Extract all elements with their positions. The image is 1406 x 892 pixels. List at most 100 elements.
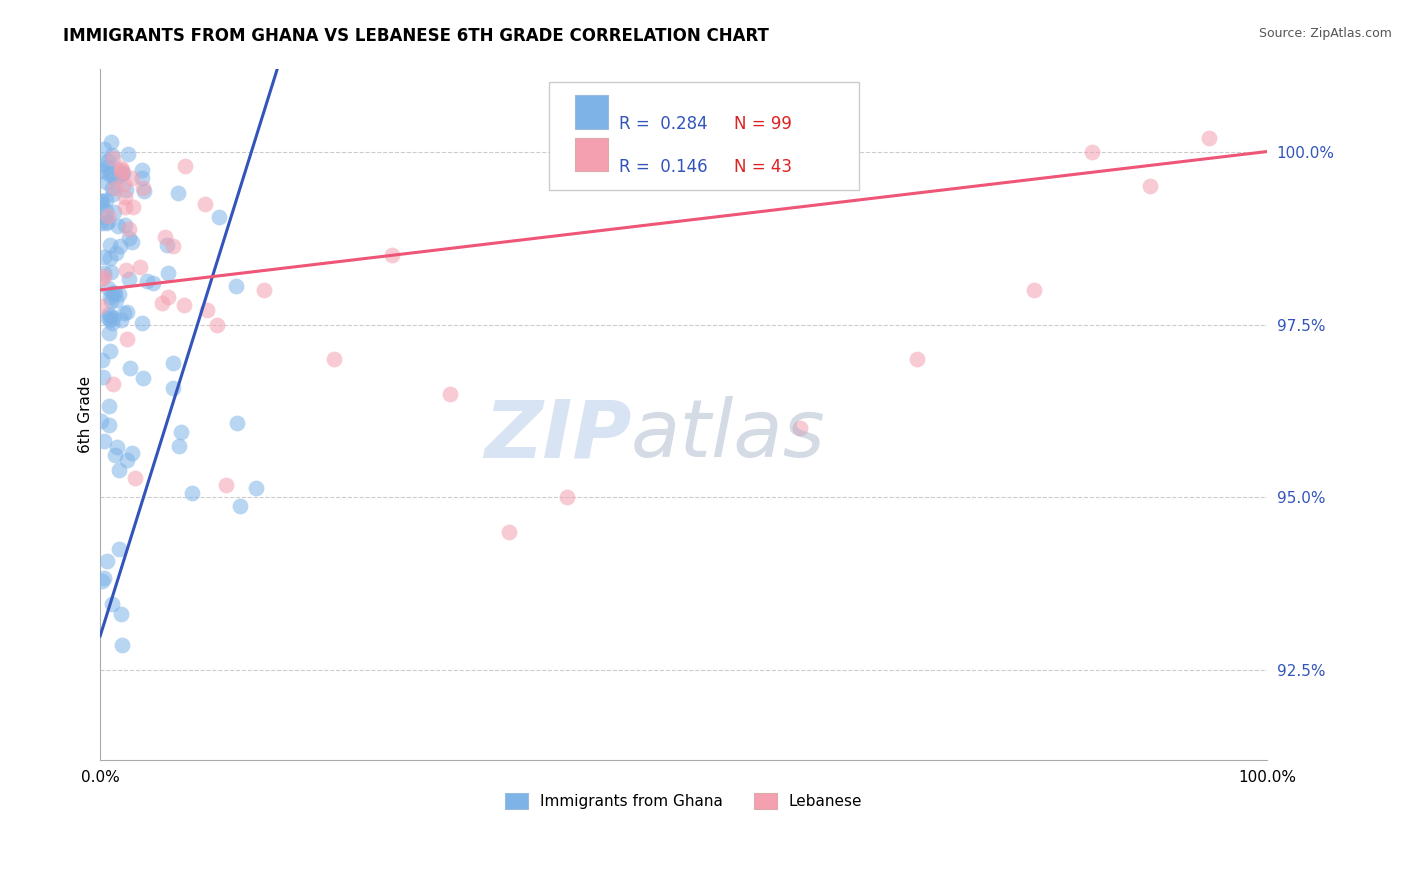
Point <box>195 302 218 317</box>
Point <box>131 171 153 186</box>
Point <box>94 194 117 208</box>
Point <box>121 170 143 185</box>
Point <box>111 167 134 181</box>
Point <box>111 638 134 652</box>
Point <box>114 189 136 203</box>
Point <box>93 369 115 384</box>
Point <box>115 304 138 318</box>
Legend: Immigrants from Ghana, Lebanese: Immigrants from Ghana, Lebanese <box>499 787 869 815</box>
Point <box>157 290 180 304</box>
Point <box>153 229 176 244</box>
Point <box>110 313 132 327</box>
Point <box>97 280 120 294</box>
Point <box>225 279 247 293</box>
Point <box>108 169 131 183</box>
Point <box>108 286 131 301</box>
Point <box>1198 130 1220 145</box>
Point <box>104 181 127 195</box>
Point <box>228 499 250 513</box>
Point <box>108 463 131 477</box>
Point <box>173 298 195 312</box>
Point <box>118 231 141 245</box>
Point <box>121 235 143 249</box>
Point <box>93 142 115 156</box>
Point <box>132 180 155 194</box>
Point <box>439 386 461 401</box>
Point <box>111 163 134 178</box>
Point <box>112 177 135 191</box>
Point <box>103 285 125 300</box>
Text: ZIP: ZIP <box>484 396 631 475</box>
Point <box>121 446 143 460</box>
Point <box>167 186 190 201</box>
Point <box>98 313 121 327</box>
Point <box>101 316 124 330</box>
Point <box>194 196 217 211</box>
Point <box>118 221 141 235</box>
Point <box>98 309 121 323</box>
Point <box>107 219 129 234</box>
Point <box>114 218 136 232</box>
Point <box>181 486 204 500</box>
Point <box>118 361 141 376</box>
Point <box>96 554 118 568</box>
Point <box>100 147 122 161</box>
Text: atlas: atlas <box>631 396 825 475</box>
Point <box>96 216 118 230</box>
Point <box>100 136 122 150</box>
Point <box>142 276 165 290</box>
Point <box>1022 283 1045 297</box>
Point <box>115 452 138 467</box>
Bar <box>575 95 607 128</box>
Point <box>104 172 127 186</box>
Point <box>124 471 146 485</box>
Point <box>97 400 120 414</box>
Point <box>90 194 112 209</box>
Point <box>98 237 121 252</box>
Point <box>96 160 118 174</box>
Point <box>162 356 184 370</box>
Point <box>115 332 138 346</box>
Point <box>90 299 112 313</box>
Point <box>207 210 229 224</box>
Point <box>103 205 125 219</box>
Point <box>100 265 122 279</box>
Point <box>101 285 124 300</box>
Point <box>1081 145 1104 159</box>
Text: R =  0.284: R = 0.284 <box>620 115 709 133</box>
Point <box>100 597 122 611</box>
Point <box>115 263 138 277</box>
Point <box>103 311 125 326</box>
Point <box>105 440 128 454</box>
Point <box>94 176 117 190</box>
Point <box>789 421 811 435</box>
Point <box>98 251 121 265</box>
Point <box>90 216 112 230</box>
Point <box>93 434 115 448</box>
Point <box>97 310 120 325</box>
Point <box>170 425 193 439</box>
Point <box>90 414 112 428</box>
Point <box>104 449 127 463</box>
Point <box>167 439 190 453</box>
Point <box>93 266 115 280</box>
Text: N = 99: N = 99 <box>734 115 792 133</box>
Point <box>110 161 132 176</box>
Point <box>101 181 124 195</box>
Point <box>91 352 114 367</box>
Point <box>97 215 120 229</box>
Point <box>214 478 236 492</box>
Point <box>174 159 197 173</box>
Point <box>98 343 121 358</box>
Point <box>97 153 120 168</box>
Point <box>205 318 228 332</box>
Point <box>114 183 136 197</box>
Point <box>245 481 267 495</box>
Point <box>97 418 120 433</box>
Point <box>97 168 120 182</box>
Point <box>101 187 124 202</box>
Point <box>114 200 136 214</box>
Point <box>97 209 120 223</box>
Point <box>156 237 179 252</box>
Point <box>100 167 122 181</box>
